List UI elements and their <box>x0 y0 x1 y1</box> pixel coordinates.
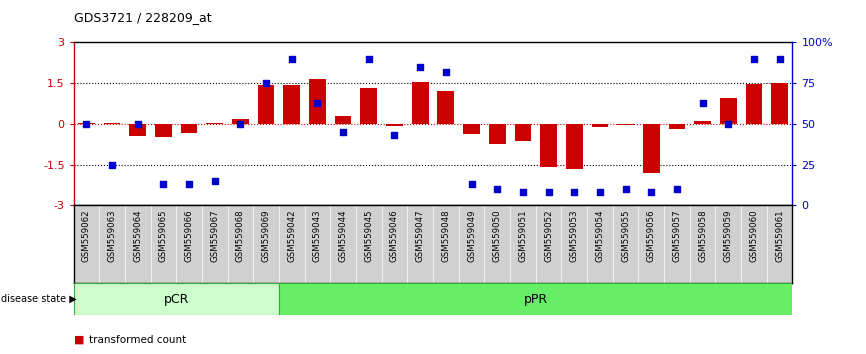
Point <box>182 181 196 187</box>
Bar <box>565 124 583 169</box>
Text: GSM559064: GSM559064 <box>133 209 142 262</box>
Point <box>490 186 504 192</box>
Point <box>772 56 786 62</box>
Point <box>516 189 530 195</box>
Point <box>388 132 402 138</box>
Text: GSM559058: GSM559058 <box>698 209 707 262</box>
Bar <box>181 124 197 133</box>
Text: transformed count: transformed count <box>89 335 186 345</box>
Point <box>670 186 684 192</box>
Point <box>157 181 171 187</box>
Point <box>208 178 222 184</box>
Bar <box>78 123 94 124</box>
Point <box>541 189 555 195</box>
Text: GSM559054: GSM559054 <box>595 209 604 262</box>
Bar <box>206 123 223 124</box>
Bar <box>360 88 378 124</box>
Bar <box>720 98 737 124</box>
Point <box>644 189 658 195</box>
Point <box>362 56 376 62</box>
Text: GSM559048: GSM559048 <box>442 209 450 262</box>
Bar <box>540 124 557 167</box>
Bar <box>129 124 146 136</box>
Bar <box>283 85 301 124</box>
Text: GSM559062: GSM559062 <box>82 209 91 262</box>
Text: disease state ▶: disease state ▶ <box>1 294 76 304</box>
Point <box>336 129 350 135</box>
Text: pPR: pPR <box>524 293 548 306</box>
Bar <box>463 124 480 134</box>
Bar <box>258 85 275 124</box>
Text: GSM559050: GSM559050 <box>493 209 501 262</box>
Bar <box>279 283 792 315</box>
Bar <box>155 124 171 137</box>
Bar <box>591 124 608 127</box>
Bar <box>386 124 403 126</box>
Text: GSM559066: GSM559066 <box>184 209 194 262</box>
Bar <box>335 116 352 124</box>
Text: GSM559065: GSM559065 <box>159 209 168 262</box>
Bar <box>772 83 788 124</box>
Point <box>618 186 632 192</box>
Point <box>593 189 607 195</box>
Text: GSM559052: GSM559052 <box>544 209 553 262</box>
Text: GSM559067: GSM559067 <box>210 209 219 262</box>
Text: GSM559049: GSM559049 <box>467 209 476 262</box>
Point <box>695 100 709 105</box>
Point <box>259 80 273 86</box>
Bar <box>695 121 711 124</box>
Text: GSM559051: GSM559051 <box>519 209 527 262</box>
Text: GDS3721 / 228209_at: GDS3721 / 228209_at <box>74 11 211 24</box>
Text: GSM559053: GSM559053 <box>570 209 578 262</box>
Bar <box>412 82 429 124</box>
Bar <box>617 124 634 125</box>
Text: GSM559057: GSM559057 <box>672 209 682 262</box>
Text: GSM559047: GSM559047 <box>416 209 424 262</box>
Point <box>464 181 478 187</box>
Point <box>285 56 299 62</box>
Point <box>80 121 94 127</box>
Bar <box>746 84 762 124</box>
Text: GSM559069: GSM559069 <box>262 209 271 262</box>
Text: GSM559042: GSM559042 <box>288 209 296 262</box>
Bar <box>437 91 454 124</box>
Text: GSM559063: GSM559063 <box>107 209 117 262</box>
Point <box>413 64 427 70</box>
Text: GSM559044: GSM559044 <box>339 209 347 262</box>
Text: GSM559068: GSM559068 <box>236 209 245 262</box>
Bar <box>669 124 685 129</box>
Point <box>721 121 735 127</box>
Text: pCR: pCR <box>164 293 189 306</box>
Text: GSM559043: GSM559043 <box>313 209 322 262</box>
Bar <box>104 123 120 124</box>
Point <box>311 100 325 105</box>
Text: GSM559045: GSM559045 <box>365 209 373 262</box>
Bar <box>309 79 326 124</box>
Bar <box>643 124 660 173</box>
Point <box>439 69 453 75</box>
Text: GSM559059: GSM559059 <box>724 209 733 262</box>
Bar <box>514 124 531 141</box>
Text: GSM559046: GSM559046 <box>390 209 399 262</box>
Point <box>131 121 145 127</box>
Bar <box>232 119 249 124</box>
Point <box>234 121 248 127</box>
Text: GSM559056: GSM559056 <box>647 209 656 262</box>
Point <box>747 56 761 62</box>
Bar <box>74 283 279 315</box>
Text: GSM559055: GSM559055 <box>621 209 630 262</box>
Text: ■: ■ <box>74 335 84 345</box>
Bar <box>488 124 506 144</box>
Text: GSM559061: GSM559061 <box>775 209 784 262</box>
Point <box>105 162 119 167</box>
Text: GSM559060: GSM559060 <box>749 209 759 262</box>
Point <box>567 189 581 195</box>
